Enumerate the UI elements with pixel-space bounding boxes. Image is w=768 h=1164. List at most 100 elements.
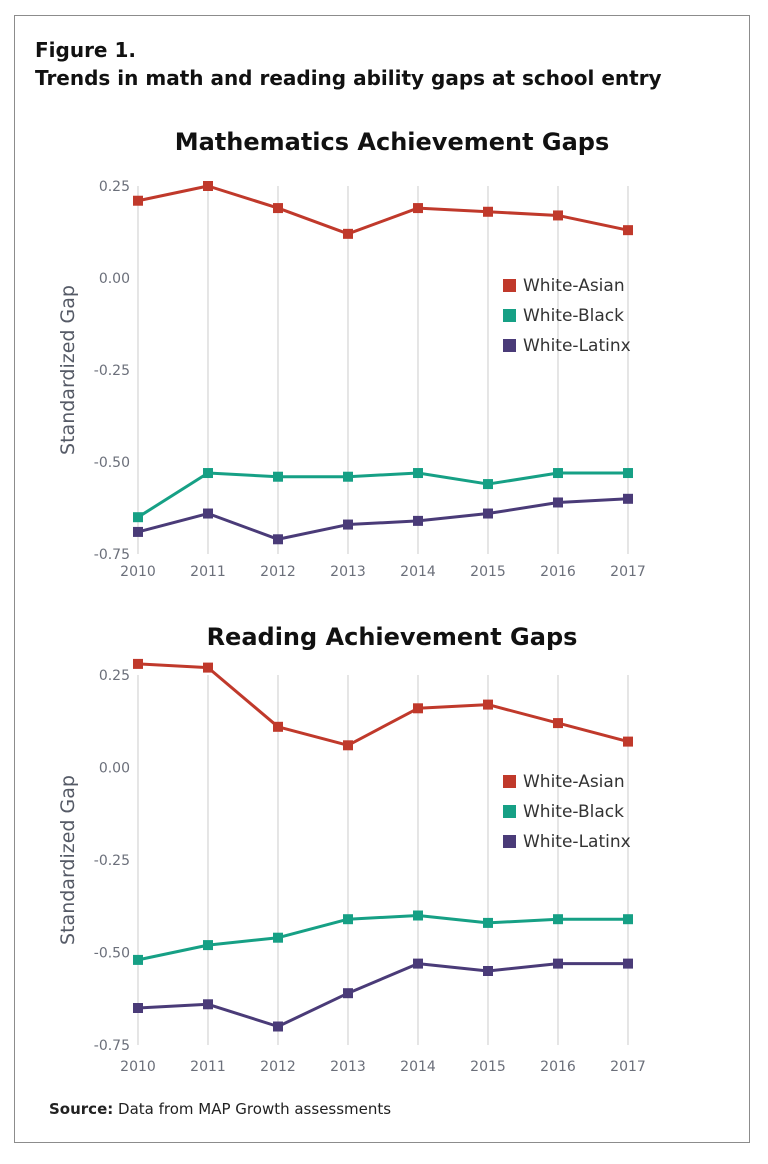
data-point	[203, 999, 213, 1010]
legend-swatch	[503, 339, 516, 352]
data-point	[553, 958, 563, 969]
x-tick-label: 2015	[470, 1059, 506, 1075]
figure-title: Trends in math and reading ability gaps …	[35, 66, 662, 90]
data-point	[413, 703, 423, 714]
y-axis-label: Standardized Gap	[57, 775, 79, 945]
data-point	[413, 958, 423, 969]
data-point	[553, 914, 563, 925]
y-tick-label: -0.75	[94, 1038, 130, 1054]
data-point	[483, 917, 493, 928]
data-point	[203, 940, 213, 951]
x-tick-label: 2011	[190, 1059, 226, 1075]
data-point	[133, 512, 143, 523]
data-point	[343, 471, 353, 482]
data-point	[413, 515, 423, 526]
data-point	[553, 468, 563, 479]
y-tick-label: -0.75	[94, 547, 130, 563]
figure-heading: Figure 1. Trends in math and reading abi…	[35, 36, 662, 92]
data-point	[623, 493, 633, 504]
data-point	[623, 736, 633, 747]
data-point	[203, 662, 213, 673]
data-point	[273, 932, 283, 943]
data-point	[343, 740, 353, 751]
y-axis-label: Standardized Gap	[57, 285, 79, 455]
legend-swatch	[503, 775, 516, 788]
x-tick-label: 2012	[260, 1059, 296, 1075]
data-point	[343, 914, 353, 925]
series-line	[137, 497, 629, 541]
legend-swatch	[503, 309, 516, 322]
data-point	[273, 721, 283, 732]
data-point	[623, 468, 633, 479]
x-tick-label: 2015	[470, 564, 506, 580]
data-point	[273, 203, 283, 214]
chart-title: Mathematics Achievement Gaps	[175, 128, 610, 156]
chart-title: Reading Achievement Gaps	[207, 623, 578, 651]
data-point	[203, 468, 213, 479]
series-line	[137, 914, 628, 962]
source-text: Data from MAP Growth assessments	[118, 1100, 392, 1118]
y-tick-label: 0.25	[99, 668, 130, 684]
data-point	[623, 225, 633, 236]
x-tick-label: 2014	[400, 1059, 436, 1075]
data-point	[413, 910, 423, 921]
legend-label: White-Black	[523, 802, 624, 822]
y-tick-label: -0.50	[94, 946, 130, 962]
series-line	[137, 962, 628, 1028]
data-point	[133, 658, 143, 669]
series-line	[137, 662, 629, 747]
data-point	[413, 203, 423, 214]
data-point	[343, 519, 353, 530]
x-tick-label: 2013	[330, 1059, 366, 1075]
x-tick-label: 2016	[540, 1059, 576, 1075]
data-point	[483, 966, 493, 976]
data-point	[203, 508, 213, 519]
data-point	[273, 534, 283, 545]
legend-swatch	[503, 279, 516, 292]
data-point	[623, 958, 633, 969]
math-chart: Mathematics Achievement Gaps 2010 2011 2012…	[57, 128, 646, 580]
data-point	[623, 914, 633, 925]
y-tick-label: -0.25	[94, 853, 130, 869]
series-line	[137, 184, 629, 236]
x-tick-label: 2010	[120, 1059, 156, 1075]
legend-label: White-Asian	[523, 772, 625, 792]
x-tick-label: 2017	[610, 564, 646, 580]
data-point	[553, 718, 563, 729]
x-tick-label: 2010	[120, 564, 156, 580]
data-point	[273, 1021, 283, 1032]
data-point	[273, 471, 283, 482]
figure-frame	[14, 15, 750, 1143]
series-line	[137, 471, 628, 519]
reading-chart: Reading Achievement Gaps 2010 2011 2012 2013…	[57, 623, 646, 1075]
legend-label: White-Latinx	[523, 336, 631, 356]
legend-swatch	[503, 835, 516, 848]
data-point	[483, 479, 493, 490]
data-point	[483, 206, 493, 217]
data-point	[133, 526, 143, 537]
x-tick-label: 2013	[330, 564, 366, 580]
data-point	[483, 508, 493, 519]
data-point	[553, 210, 563, 221]
x-tick-label: 2011	[190, 564, 226, 580]
x-tick-label: 2017	[610, 1059, 646, 1075]
data-point	[203, 181, 213, 191]
y-tick-label: 0.25	[99, 179, 130, 195]
data-point	[133, 1003, 143, 1013]
source-label: Source:	[49, 1100, 114, 1118]
data-point	[343, 228, 353, 239]
source-note: Source: Data from MAP Growth assessments	[49, 1100, 391, 1118]
y-tick-label: -0.25	[94, 363, 130, 379]
data-point	[553, 497, 563, 508]
data-point	[483, 699, 493, 710]
x-tick-label: 2014	[400, 564, 436, 580]
figure-label: Figure 1.	[35, 38, 136, 62]
legend-label: White-Black	[523, 306, 624, 326]
x-tick-label: 2016	[540, 564, 576, 580]
x-tick-label: 2012	[260, 564, 296, 580]
legend-swatch	[503, 805, 516, 818]
y-tick-label: 0.00	[99, 761, 130, 777]
data-point	[343, 988, 353, 999]
data-point	[133, 195, 143, 206]
data-point	[413, 468, 423, 479]
